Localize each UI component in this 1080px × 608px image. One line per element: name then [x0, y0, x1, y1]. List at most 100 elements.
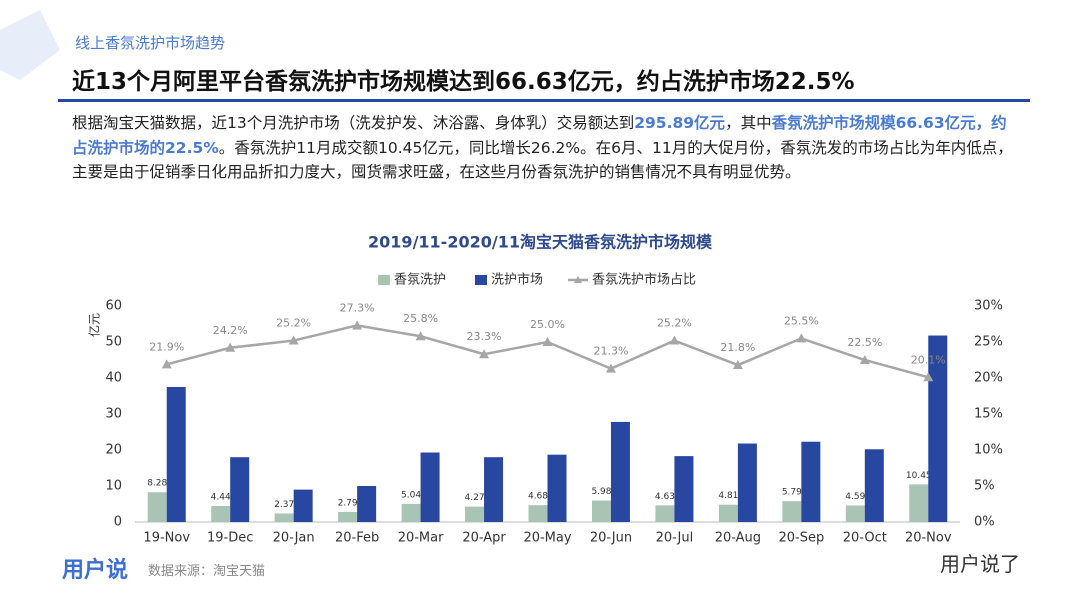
data-label: 25.2% [657, 317, 692, 330]
bar [928, 335, 948, 522]
bar [845, 505, 865, 522]
data-label: 5.04 [401, 490, 421, 500]
bar [718, 504, 738, 522]
data-label: 5.79 [782, 488, 802, 498]
x-tick-label: 20-Jun [590, 531, 632, 546]
legend-swatch [475, 275, 487, 285]
bar [274, 513, 294, 522]
text: 。香氛洗护11月成交额10.45亿元，同比增长26.2%。在6月、11月的大促月… [72, 138, 1013, 182]
data-label: 4.44 [211, 493, 231, 503]
data-label: 21.8% [720, 341, 755, 354]
x-tick-label: 20-Nov [905, 531, 952, 546]
data-label: 27.3% [340, 301, 375, 314]
data-label: 4.27 [465, 493, 485, 503]
data-label: 25.8% [403, 312, 438, 325]
source: 数据来源：淘宝天猫 [148, 564, 266, 579]
x-tick-label: 19-Dec [207, 531, 253, 546]
x-tick-label: 20-Aug [715, 531, 761, 546]
section-title: 线上香氛洗护市场趋势 [75, 34, 226, 52]
line-marker [923, 372, 934, 382]
bar [465, 506, 485, 522]
line-marker [415, 331, 426, 341]
x-tick-label: 20-Apr [462, 531, 506, 546]
data-label: 23.3% [467, 330, 502, 343]
y-tick-label: 50 [105, 335, 122, 350]
bar [166, 387, 186, 522]
data-label: 25.5% [784, 314, 819, 327]
data-label: 22.5% [847, 336, 882, 349]
y2-tick-label: 0% [974, 515, 995, 530]
bar [655, 505, 675, 522]
y-axis-label: 亿元 [87, 313, 102, 337]
bar [420, 452, 440, 522]
line-marker [605, 363, 616, 373]
bar [357, 486, 377, 522]
y2-tick-label: 25% [974, 335, 1003, 350]
x-tick-label: 19-Nov [143, 531, 190, 546]
bar [864, 449, 884, 522]
bar [338, 511, 358, 522]
bar [674, 456, 694, 522]
x-tick-label: 20-Feb [335, 531, 379, 546]
bar [591, 500, 611, 522]
line-marker [352, 320, 363, 330]
legend-label: 香氛洗护市场占比 [592, 272, 696, 288]
data-label: 2.37 [274, 500, 294, 510]
y2-tick-label: 10% [974, 443, 1003, 458]
data-label: 8.28 [147, 479, 167, 489]
data-label: 4.63 [655, 492, 675, 502]
data-label: 5.98 [591, 487, 611, 497]
line-marker [669, 335, 680, 345]
x-tick-label: 20-Jan [273, 531, 315, 546]
data-label: 20.1% [911, 353, 946, 366]
bar [528, 505, 548, 522]
data-label: 2.79 [338, 498, 358, 508]
highlight: 295.89亿元 [634, 114, 726, 132]
y2-tick-label: 15% [974, 407, 1003, 422]
text: 根据淘宝天猫数据，近13个月洗护市场（洗发护发、沐浴露、身体乳）交易额达到 [72, 114, 635, 132]
bar [801, 441, 821, 522]
headline: 近13个月阿里平台香氛洗护市场规模达到66.63亿元，约占洗护市场22.5% [72, 69, 855, 95]
x-tick-label: 20-May [523, 531, 571, 546]
bar [737, 443, 757, 522]
data-label: 21.3% [593, 345, 628, 358]
data-label: 4.59 [845, 492, 865, 502]
divider [58, 99, 1030, 102]
decoration [0, 10, 60, 80]
legend-label: 洗护市场 [491, 272, 543, 288]
bar [909, 484, 929, 522]
bar [401, 503, 421, 522]
legend-marker [574, 276, 582, 283]
brand: 用户说了 [940, 552, 1020, 576]
bar [230, 457, 250, 522]
logo: 用户说 [62, 558, 129, 583]
line-marker [225, 342, 236, 352]
paragraph: 根据淘宝天猫数据，近13个月洗护市场（洗发护发、沐浴露、身体乳）交易额达到295… [72, 111, 1017, 185]
line-marker [288, 335, 299, 345]
x-tick-label: 20-Mar [398, 531, 444, 546]
highlight: 香氛洗护市场规模66.63亿元，约占洗护市场的22.5% [72, 114, 1007, 157]
bar [610, 421, 630, 522]
line-marker [161, 359, 172, 369]
line-marker [796, 333, 807, 343]
y-tick-label: 40 [105, 371, 122, 386]
y-tick-label: 20 [105, 443, 122, 458]
bar [211, 506, 231, 522]
data-label: 24.2% [213, 324, 248, 337]
bar [293, 489, 313, 522]
y2-tick-label: 5% [974, 479, 995, 494]
bar [484, 457, 504, 522]
bar [547, 454, 567, 522]
line-marker [479, 349, 490, 359]
y-tick-label: 60 [105, 299, 122, 314]
data-label: 25.0% [530, 318, 565, 331]
bar [147, 492, 167, 522]
data-label: 10.45 [906, 471, 932, 481]
data-label: 25.2% [276, 317, 311, 330]
x-tick-label: 20-Jul [656, 531, 694, 546]
y2-tick-label: 20% [974, 371, 1003, 386]
legend-swatch [378, 275, 390, 285]
bar [782, 501, 802, 522]
y-tick-label: 10 [105, 479, 122, 494]
